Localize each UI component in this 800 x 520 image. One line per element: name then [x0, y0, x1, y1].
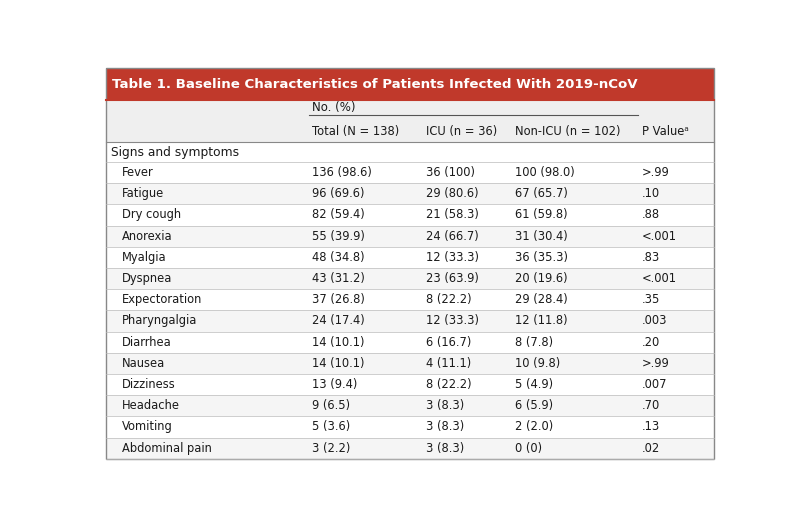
Text: 3 (2.2): 3 (2.2): [313, 441, 351, 454]
Text: 8 (7.8): 8 (7.8): [515, 335, 553, 348]
Text: 67 (65.7): 67 (65.7): [515, 187, 568, 200]
Text: Pharyngalgia: Pharyngalgia: [122, 315, 198, 328]
Text: .88: .88: [642, 209, 660, 222]
Text: >.99: >.99: [642, 357, 670, 370]
Text: 10 (9.8): 10 (9.8): [515, 357, 560, 370]
Text: 3 (8.3): 3 (8.3): [426, 399, 465, 412]
Text: 36 (100): 36 (100): [426, 166, 475, 179]
Text: Myalgia: Myalgia: [122, 251, 167, 264]
Text: 20 (19.6): 20 (19.6): [515, 272, 568, 285]
Bar: [106, 438, 714, 459]
Text: 4 (11.1): 4 (11.1): [426, 357, 472, 370]
Text: 12 (11.8): 12 (11.8): [515, 315, 568, 328]
Text: 21 (58.3): 21 (58.3): [426, 209, 479, 222]
Text: .10: .10: [642, 187, 660, 200]
Text: 31 (30.4): 31 (30.4): [515, 230, 568, 243]
Text: 3 (8.3): 3 (8.3): [426, 421, 465, 434]
Bar: [106, 395, 714, 417]
Text: 136 (98.6): 136 (98.6): [313, 166, 372, 179]
Text: 13 (9.4): 13 (9.4): [313, 378, 358, 391]
Text: Dizziness: Dizziness: [122, 378, 176, 391]
Text: 24 (17.4): 24 (17.4): [313, 315, 366, 328]
Text: .20: .20: [642, 335, 660, 348]
Text: <.001: <.001: [642, 230, 677, 243]
Bar: [106, 100, 714, 121]
Bar: [106, 69, 714, 100]
Text: 43 (31.2): 43 (31.2): [313, 272, 366, 285]
Text: .13: .13: [642, 421, 660, 434]
Text: Fatigue: Fatigue: [122, 187, 165, 200]
Text: Table 1. Baseline Characteristics of Patients Infected With 2019-nCoV: Table 1. Baseline Characteristics of Pat…: [112, 77, 638, 90]
Text: .83: .83: [642, 251, 660, 264]
Text: Anorexia: Anorexia: [122, 230, 173, 243]
Text: 96 (69.6): 96 (69.6): [313, 187, 365, 200]
Text: 5 (3.6): 5 (3.6): [313, 421, 350, 434]
Bar: [106, 121, 714, 142]
Text: 61 (59.8): 61 (59.8): [515, 209, 568, 222]
Text: 100 (98.0): 100 (98.0): [515, 166, 574, 179]
Text: .02: .02: [642, 441, 660, 454]
Text: Nausea: Nausea: [122, 357, 166, 370]
Text: 2 (2.0): 2 (2.0): [515, 421, 554, 434]
Bar: [106, 162, 714, 183]
Bar: [106, 268, 714, 289]
Text: 24 (66.7): 24 (66.7): [426, 230, 479, 243]
Text: 8 (22.2): 8 (22.2): [426, 293, 472, 306]
Text: 14 (10.1): 14 (10.1): [313, 335, 365, 348]
Bar: [106, 374, 714, 395]
Text: Signs and symptoms: Signs and symptoms: [111, 146, 239, 159]
Text: 12 (33.3): 12 (33.3): [426, 251, 479, 264]
Text: 29 (28.4): 29 (28.4): [515, 293, 568, 306]
Text: Dyspnea: Dyspnea: [122, 272, 173, 285]
Text: .70: .70: [642, 399, 660, 412]
Text: Abdominal pain: Abdominal pain: [122, 441, 212, 454]
Text: 0 (0): 0 (0): [515, 441, 542, 454]
Bar: [106, 183, 714, 204]
Text: 82 (59.4): 82 (59.4): [313, 209, 366, 222]
Text: ICU (n = 36): ICU (n = 36): [426, 125, 498, 138]
Bar: [106, 246, 714, 268]
Text: 6 (5.9): 6 (5.9): [515, 399, 553, 412]
Text: 9 (6.5): 9 (6.5): [313, 399, 350, 412]
Text: 23 (63.9): 23 (63.9): [426, 272, 479, 285]
Text: 48 (34.8): 48 (34.8): [313, 251, 365, 264]
Text: .007: .007: [642, 378, 667, 391]
Text: 12 (33.3): 12 (33.3): [426, 315, 479, 328]
Bar: [106, 353, 714, 374]
Bar: [106, 142, 714, 162]
Text: .35: .35: [642, 293, 660, 306]
Text: Expectoration: Expectoration: [122, 293, 202, 306]
Text: Headache: Headache: [122, 399, 180, 412]
Text: 3 (8.3): 3 (8.3): [426, 441, 465, 454]
Text: .003: .003: [642, 315, 667, 328]
Text: 36 (35.3): 36 (35.3): [515, 251, 568, 264]
Text: No. (%): No. (%): [312, 101, 355, 114]
Text: Total (N = 138): Total (N = 138): [313, 125, 400, 138]
Text: <.001: <.001: [642, 272, 677, 285]
Text: 5 (4.9): 5 (4.9): [515, 378, 553, 391]
Text: 29 (80.6): 29 (80.6): [426, 187, 479, 200]
Text: Non-ICU (n = 102): Non-ICU (n = 102): [515, 125, 621, 138]
Text: 6 (16.7): 6 (16.7): [426, 335, 472, 348]
Text: Diarrhea: Diarrhea: [122, 335, 172, 348]
Text: P Valueᵃ: P Valueᵃ: [642, 125, 689, 138]
Text: 14 (10.1): 14 (10.1): [313, 357, 365, 370]
Bar: [106, 289, 714, 310]
Bar: [106, 332, 714, 353]
Bar: [106, 310, 714, 332]
Text: Fever: Fever: [122, 166, 154, 179]
Text: Dry cough: Dry cough: [122, 209, 182, 222]
Text: Vomiting: Vomiting: [122, 421, 173, 434]
Bar: [106, 226, 714, 246]
Text: 8 (22.2): 8 (22.2): [426, 378, 472, 391]
Bar: [106, 204, 714, 226]
Text: >.99: >.99: [642, 166, 670, 179]
Text: 37 (26.8): 37 (26.8): [313, 293, 366, 306]
Text: 55 (39.9): 55 (39.9): [313, 230, 366, 243]
Bar: [106, 417, 714, 438]
